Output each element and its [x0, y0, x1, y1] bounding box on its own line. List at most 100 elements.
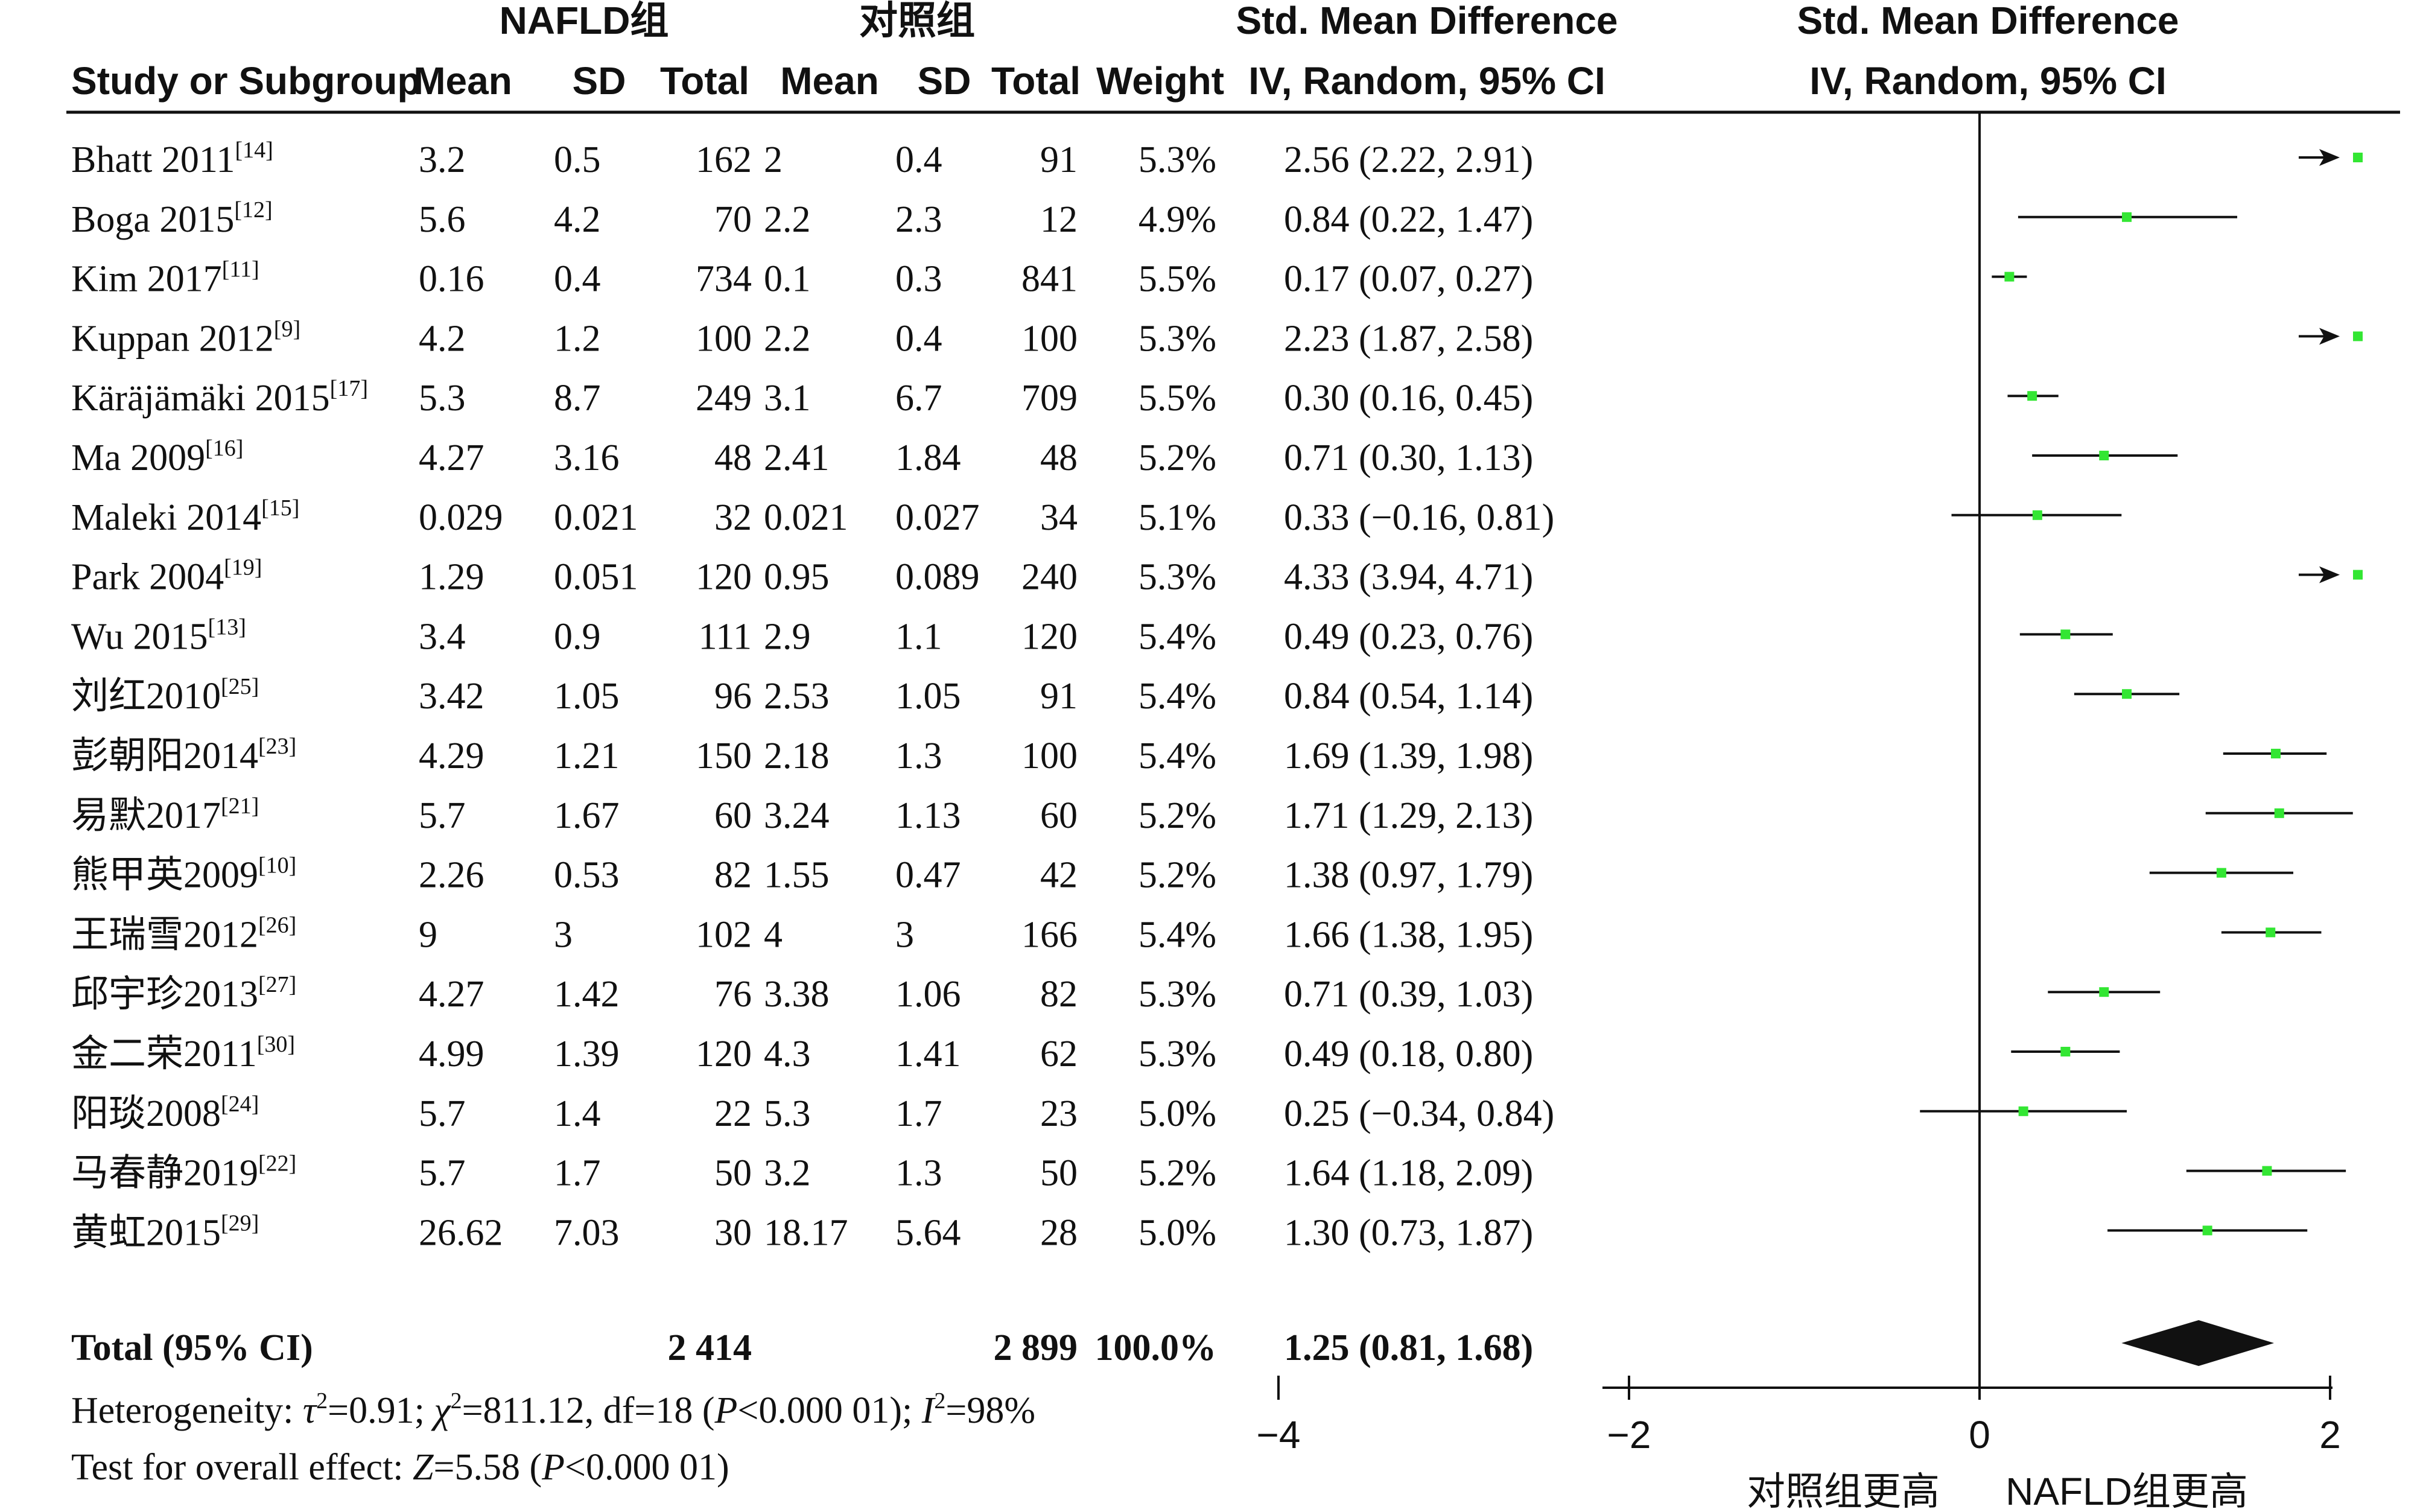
smd-plot-header: Std. Mean Difference — [1797, 0, 2179, 42]
mean2-cell: 3.2 — [764, 1153, 811, 1194]
sd1-cell: 8.7 — [554, 378, 601, 419]
total2-cell: 709 — [1021, 378, 1078, 419]
heterogeneity-text: Heterogeneity: τ2=0.91; χ2=811.12, df=18… — [71, 1388, 1035, 1431]
study-name: Ma 2009[16] — [71, 436, 243, 478]
off-scale-arrow — [2319, 566, 2340, 583]
ci-cell: 1.69 (1.39, 1.98) — [1284, 735, 1533, 777]
weight-cell: 4.9% — [1138, 199, 1216, 240]
total2-cell: 82 — [1040, 974, 1078, 1015]
mean1-cell: 3.4 — [419, 616, 466, 657]
table-row: 熊甲英2009[10] 2.26 0.53 82 1.55 0.47 42 5.2% 1.38 … — [71, 853, 1533, 896]
total2-cell: 48 — [1040, 437, 1078, 478]
total1-cell: 32 — [714, 497, 752, 538]
total2-cell: 240 — [1021, 557, 1078, 598]
sd2-cell: 1.3 — [895, 735, 942, 777]
sd2-cell: 0.089 — [895, 557, 980, 598]
x-tick-label: 0 — [1969, 1413, 1990, 1456]
mean2-cell: 3.1 — [764, 378, 811, 419]
point-estimate — [2060, 1047, 2071, 1056]
sd1-cell: 0.4 — [554, 259, 601, 300]
study-ci — [2032, 451, 2178, 460]
point-estimate — [2266, 927, 2276, 938]
total2-cell: 60 — [1040, 795, 1078, 836]
sd2-cell: 1.41 — [895, 1034, 961, 1075]
mean1-cell: 5.7 — [419, 795, 466, 836]
point-estimate — [2270, 749, 2281, 758]
sd2-cell: 0.47 — [895, 855, 961, 896]
total2-cell: 42 — [1040, 855, 1078, 896]
mean1-cell: 5.6 — [419, 199, 466, 240]
study-name: 刘红2010[25] — [71, 674, 259, 717]
ci-cell: 0.49 (0.23, 0.76) — [1284, 616, 1533, 657]
total1-cell: 120 — [696, 1034, 752, 1075]
total1-cell: 100 — [696, 318, 752, 359]
mean1-cell: 4.2 — [419, 318, 466, 359]
study-ci — [2186, 1166, 2346, 1176]
study-ci — [2007, 391, 2059, 401]
sd1-cell: 1.7 — [554, 1153, 601, 1194]
study-name: Kim 2017[11] — [71, 257, 259, 300]
sd1-cell: 0.5 — [554, 139, 601, 180]
table-row: 彭朝阳2014[23] 4.29 1.21 150 2.18 1.3 100 5.4% 1.69… — [71, 734, 1533, 777]
mean1-cell: 2.26 — [419, 855, 484, 896]
total1-cell: 162 — [696, 139, 752, 180]
weight-cell: 5.1% — [1138, 497, 1216, 538]
sd2-header: SD — [918, 59, 971, 103]
mean2-cell: 4.3 — [764, 1034, 811, 1075]
table-row: 马春静2019[22] 5.7 1.7 50 3.2 1.3 50 5.2% 1.64 (1.1… — [71, 1151, 1533, 1194]
study-ci — [2149, 868, 2293, 878]
study-ci — [2048, 987, 2161, 997]
sd2-cell: 1.13 — [895, 795, 961, 836]
ci-cell: 1.66 (1.38, 1.95) — [1284, 914, 1533, 955]
ci-cell: 0.33 (−0.16, 0.81) — [1284, 497, 1554, 538]
study-name: 金二荣2011[30] — [71, 1032, 295, 1075]
study-name: 马春静2019[22] — [71, 1151, 296, 1194]
ci-plot-header: IV, Random, 95% CI — [1809, 59, 2167, 103]
total1-cell: 48 — [714, 437, 752, 478]
mean1-cell: 26.62 — [419, 1212, 503, 1253]
total1-cell: 30 — [714, 1212, 752, 1253]
sd2-cell: 1.84 — [895, 437, 961, 478]
mean1-header: Mean — [413, 59, 512, 103]
table-row: 邱宇珍2013[27] 4.27 1.42 76 3.38 1.06 82 5.3% 0.71 … — [71, 972, 1533, 1015]
weight-cell: 5.4% — [1138, 735, 1216, 777]
sd1-cell: 1.39 — [554, 1034, 620, 1075]
total1-cell: 150 — [696, 735, 752, 777]
study-ci — [2107, 1225, 2308, 1236]
total-label: Total (95% CI) — [71, 1327, 313, 1368]
mean1-cell: 5.7 — [419, 1153, 466, 1194]
ci-cell: 2.23 (1.87, 2.58) — [1284, 318, 1533, 359]
total-weight-value: 100.0% — [1095, 1327, 1217, 1368]
total2-cell: 12 — [1040, 199, 1078, 240]
sd2-cell: 1.3 — [895, 1153, 942, 1194]
ci-cell: 1.30 (0.73, 1.87) — [1284, 1212, 1533, 1253]
mean2-cell: 2.53 — [764, 676, 830, 717]
study-ci — [2019, 629, 2113, 640]
total2-cell: 100 — [1021, 318, 1078, 359]
sd1-cell: 1.05 — [554, 676, 620, 717]
sd1-cell: 3.16 — [554, 437, 620, 478]
sd2-cell: 0.4 — [895, 318, 942, 359]
weight-cell: 5.0% — [1138, 1093, 1216, 1134]
ci-cell: 0.84 (0.54, 1.14) — [1284, 676, 1533, 717]
weight-cell: 5.2% — [1138, 795, 1216, 836]
study-name: Park 2004[19] — [71, 555, 262, 598]
mean1-cell: 5.7 — [419, 1093, 466, 1134]
point-estimate — [2027, 391, 2037, 401]
x-tick-label: 2 — [2319, 1413, 2341, 1456]
point-estimate — [2032, 510, 2042, 520]
point-estimate — [2060, 629, 2071, 640]
total2-cell: 28 — [1040, 1212, 1078, 1253]
total2-cell: 50 — [1040, 1153, 1078, 1194]
total2-cell: 120 — [1021, 616, 1078, 657]
study-name: Käräjämäki 2015[17] — [71, 376, 368, 419]
study-name: Maleki 2014[15] — [71, 495, 299, 538]
left-favours-label: 对照组更高 — [1747, 1470, 1940, 1512]
point-estimate — [2202, 1225, 2212, 1236]
total1-cell: 111 — [699, 616, 752, 657]
sd2-cell: 1.06 — [895, 974, 961, 1015]
mean1-cell: 0.16 — [419, 259, 484, 300]
off-scale-arrow — [2319, 149, 2340, 166]
point-estimate — [2099, 451, 2109, 460]
sd1-cell: 0.051 — [554, 557, 638, 598]
